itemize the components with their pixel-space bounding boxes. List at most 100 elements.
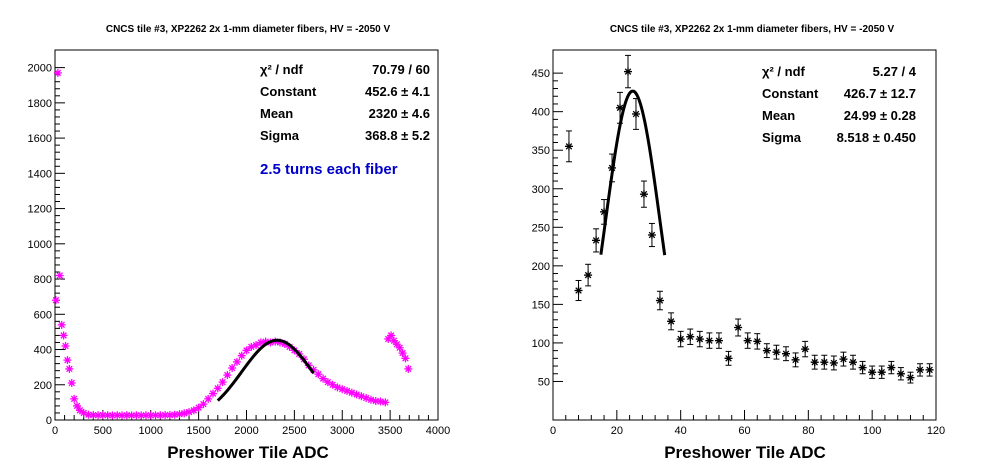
y-tick-label: 100	[532, 338, 550, 350]
data-point	[762, 343, 771, 359]
data-point	[724, 350, 733, 366]
y-tick-label: 350	[532, 145, 550, 157]
x-tick-label: 1500	[186, 425, 210, 437]
chart-right-title: CNCS tile #3, XP2262 2x 1-mm diameter fi…	[610, 24, 895, 35]
y-tick-label: 800	[34, 274, 52, 286]
y-tick-label: 50	[538, 376, 550, 388]
y-tick-label: 150	[532, 299, 550, 311]
x-tick-label: 2000	[234, 425, 258, 437]
data-point	[801, 340, 810, 358]
chart-left-axes: 0 500 1000 1500 2000 2500 3000 3500 4000 0 200 400 6…	[28, 63, 451, 437]
data-point	[655, 290, 664, 311]
data-point	[398, 349, 407, 358]
data-point	[868, 365, 877, 379]
data-point	[810, 354, 819, 370]
data-point	[208, 389, 217, 398]
data-point	[631, 98, 640, 130]
data-point	[839, 351, 848, 367]
x-tick-label: 120	[927, 425, 945, 437]
x-tick-label: 1000	[139, 425, 163, 437]
data-point	[223, 371, 232, 380]
x-tick-label: 80	[802, 425, 814, 437]
data-point	[791, 352, 800, 368]
data-point	[65, 364, 74, 373]
stats-value: 8.518 ± 0.450	[837, 130, 916, 145]
stats-name: Sigma	[260, 128, 300, 143]
data-point	[213, 384, 222, 393]
chart-right: CNCS tile #3, XP2262 2x 1-mm diameter fi…	[532, 24, 946, 462]
x-tick-label: 0	[52, 425, 58, 437]
chart-left: CNCS tile #3, XP2262 2x 1-mm diameter fi…	[28, 24, 451, 462]
chart-left-xlabel: Preshower Tile ADC	[167, 443, 329, 462]
x-tick-label: 40	[675, 425, 687, 437]
data-point	[61, 342, 70, 350]
data-point	[199, 400, 208, 409]
data-point	[705, 332, 714, 349]
data-point	[584, 263, 593, 287]
data-point	[319, 374, 328, 383]
data-point	[887, 360, 896, 375]
stats-value: 452.6 ± 4.1	[365, 84, 430, 99]
data-point	[624, 54, 633, 89]
stats-name: χ² / ndf	[762, 64, 806, 79]
y-tick-label: 400	[532, 107, 550, 119]
chart-left-points	[51, 68, 413, 420]
data-point	[906, 371, 915, 384]
data-point	[858, 360, 867, 375]
data-point	[686, 328, 695, 345]
x-tick-label: 0	[550, 425, 556, 437]
x-tick-label: 2500	[282, 425, 306, 437]
data-point	[63, 356, 72, 365]
stats-value: 70.79 / 60	[372, 62, 430, 77]
data-point	[877, 365, 886, 379]
stats-value: 368.8 ± 5.2	[365, 128, 430, 143]
data-point	[695, 330, 704, 348]
y-tick-label: 450	[532, 68, 550, 80]
chart-left-fit-curve	[216, 338, 315, 402]
data-point	[323, 378, 332, 387]
chart-right-axes: 0 20 40 60 80 100 120 50 100 150 200 250 300 350 400 45…	[532, 68, 946, 437]
stats-name: Constant	[260, 84, 317, 99]
data-point	[639, 180, 648, 208]
y-tick-label: 200	[34, 380, 52, 392]
data-point	[57, 320, 66, 329]
data-point	[53, 68, 62, 77]
chart-left-title: CNCS tile #3, XP2262 2x 1-mm diameter fi…	[106, 24, 391, 35]
data-point	[228, 364, 237, 373]
y-tick-label: 1400	[28, 168, 52, 180]
stats-name: χ² / ndf	[260, 62, 304, 77]
data-point	[896, 367, 905, 381]
data-point	[237, 351, 246, 360]
data-point	[256, 338, 265, 347]
data-point	[55, 271, 64, 280]
data-point	[647, 222, 656, 248]
y-tick-label: 600	[34, 309, 52, 321]
data-point	[753, 333, 762, 350]
data-point	[925, 363, 934, 377]
data-point	[242, 346, 251, 355]
data-point	[156, 411, 165, 420]
data-point	[592, 228, 601, 253]
x-tick-label: 500	[94, 425, 112, 437]
x-tick-label: 3500	[378, 425, 402, 437]
data-point	[98, 411, 107, 420]
data-point	[916, 363, 925, 377]
data-point	[314, 370, 323, 379]
data-point	[401, 354, 410, 363]
stats-name: Mean	[260, 106, 293, 121]
stats-name: Constant	[762, 86, 819, 101]
stats-value: 2320 ± 4.6	[369, 106, 430, 121]
y-tick-label: 1600	[28, 133, 52, 145]
y-tick-label: 1200	[28, 204, 52, 216]
chart-right-fit-curve	[599, 89, 667, 256]
data-point	[849, 354, 858, 370]
x-tick-label: 3000	[330, 425, 354, 437]
y-tick-label: 250	[532, 222, 550, 234]
chart-left-stats-box: χ² / ndf 70.79 / 60 Constant 452.6 ± 4.1 Mea…	[260, 62, 430, 143]
stats-name: Sigma	[762, 130, 802, 145]
data-point	[204, 394, 213, 403]
data-point	[73, 401, 82, 410]
chart-left-annotation: 2.5 turns each fiber	[260, 161, 398, 178]
data-point	[564, 130, 573, 163]
data-point	[67, 379, 76, 387]
